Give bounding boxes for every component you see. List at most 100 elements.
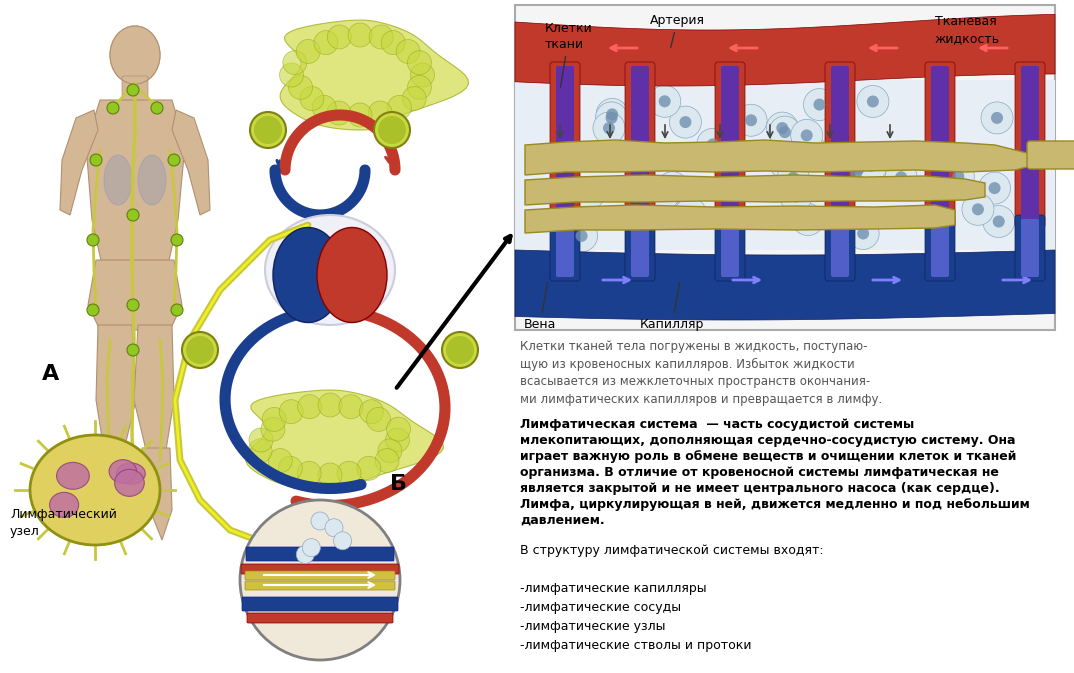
FancyBboxPatch shape: [925, 215, 955, 281]
Circle shape: [972, 203, 984, 215]
Circle shape: [396, 40, 420, 63]
Polygon shape: [246, 390, 444, 490]
Circle shape: [769, 116, 801, 148]
Circle shape: [339, 394, 363, 419]
Circle shape: [790, 190, 802, 203]
Circle shape: [314, 31, 338, 55]
Ellipse shape: [116, 463, 145, 485]
Circle shape: [779, 126, 790, 138]
Circle shape: [667, 182, 679, 194]
Circle shape: [857, 227, 869, 240]
Circle shape: [171, 234, 183, 246]
Polygon shape: [86, 100, 185, 265]
Ellipse shape: [273, 227, 343, 322]
Circle shape: [667, 197, 699, 228]
Circle shape: [888, 177, 901, 189]
Circle shape: [87, 234, 99, 246]
Polygon shape: [96, 325, 136, 450]
Circle shape: [840, 157, 872, 189]
Circle shape: [262, 407, 286, 431]
Circle shape: [297, 461, 321, 485]
FancyBboxPatch shape: [516, 5, 1055, 330]
Polygon shape: [516, 250, 1055, 320]
Polygon shape: [525, 175, 985, 205]
Circle shape: [803, 89, 836, 120]
Circle shape: [603, 122, 615, 134]
Text: организма. В отличие от кровеносной системы лимфатическая не: организма. В отличие от кровеносной сист…: [520, 466, 999, 479]
Circle shape: [787, 172, 799, 184]
Circle shape: [348, 23, 372, 47]
Circle shape: [368, 101, 392, 125]
Circle shape: [669, 106, 701, 138]
FancyBboxPatch shape: [1021, 66, 1039, 224]
Circle shape: [855, 150, 887, 182]
Circle shape: [780, 157, 792, 169]
Circle shape: [248, 439, 272, 463]
Circle shape: [348, 103, 372, 127]
Circle shape: [853, 163, 865, 174]
Circle shape: [796, 137, 828, 168]
Circle shape: [778, 162, 809, 194]
Ellipse shape: [30, 435, 160, 545]
FancyBboxPatch shape: [1015, 62, 1045, 228]
Circle shape: [318, 393, 342, 417]
FancyBboxPatch shape: [556, 219, 574, 277]
Circle shape: [250, 112, 286, 148]
Polygon shape: [88, 260, 182, 330]
Circle shape: [442, 332, 478, 368]
FancyBboxPatch shape: [721, 219, 739, 277]
Circle shape: [366, 407, 391, 431]
Circle shape: [802, 213, 814, 225]
Circle shape: [318, 463, 342, 487]
Circle shape: [278, 456, 302, 481]
Circle shape: [606, 112, 618, 124]
FancyBboxPatch shape: [825, 62, 855, 228]
Circle shape: [983, 205, 1015, 238]
Circle shape: [261, 417, 285, 441]
Circle shape: [593, 112, 625, 144]
Circle shape: [107, 102, 119, 114]
Circle shape: [988, 182, 1001, 194]
Circle shape: [151, 102, 163, 114]
Circle shape: [885, 162, 917, 193]
Circle shape: [656, 172, 688, 204]
Circle shape: [127, 209, 139, 221]
Circle shape: [279, 63, 304, 87]
Circle shape: [253, 116, 282, 144]
FancyBboxPatch shape: [931, 219, 949, 277]
Circle shape: [981, 102, 1013, 134]
Circle shape: [407, 75, 432, 100]
Circle shape: [576, 230, 587, 242]
Circle shape: [745, 114, 757, 127]
FancyBboxPatch shape: [550, 62, 580, 228]
Circle shape: [851, 167, 862, 179]
Polygon shape: [516, 14, 1055, 86]
Circle shape: [410, 63, 435, 87]
FancyBboxPatch shape: [632, 66, 649, 224]
FancyBboxPatch shape: [122, 76, 148, 105]
Circle shape: [297, 394, 321, 419]
Circle shape: [240, 500, 400, 660]
Circle shape: [326, 101, 351, 125]
Circle shape: [357, 456, 381, 481]
Circle shape: [769, 147, 801, 179]
Circle shape: [953, 170, 964, 182]
FancyBboxPatch shape: [1021, 219, 1039, 277]
Circle shape: [127, 84, 139, 96]
Circle shape: [813, 98, 826, 110]
Circle shape: [801, 129, 813, 141]
Circle shape: [374, 112, 410, 148]
FancyBboxPatch shape: [516, 80, 1055, 250]
Circle shape: [386, 428, 409, 452]
Circle shape: [127, 299, 139, 311]
Circle shape: [684, 208, 696, 220]
FancyBboxPatch shape: [931, 66, 949, 224]
Circle shape: [566, 220, 597, 252]
Ellipse shape: [265, 215, 395, 325]
FancyBboxPatch shape: [721, 66, 739, 224]
Circle shape: [375, 449, 400, 472]
Circle shape: [596, 98, 628, 131]
Circle shape: [369, 25, 393, 49]
Circle shape: [606, 108, 619, 120]
Circle shape: [325, 519, 343, 537]
